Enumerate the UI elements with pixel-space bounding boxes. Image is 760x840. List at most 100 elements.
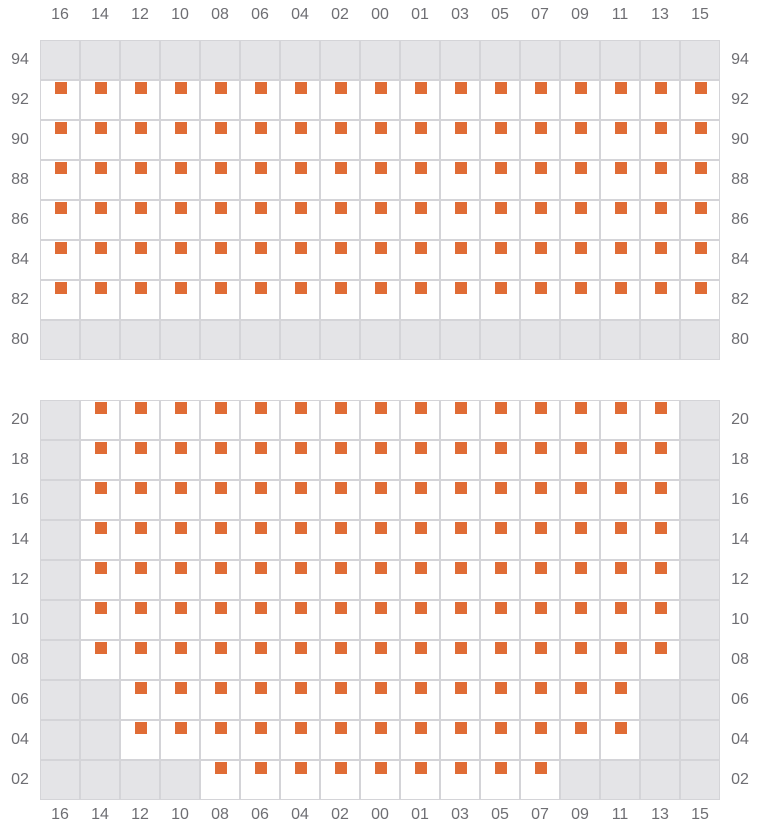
seat-88-08[interactable] <box>215 162 227 174</box>
seat-20-03[interactable] <box>455 402 467 414</box>
seat-14-05[interactable] <box>495 522 507 534</box>
seat-04-08[interactable] <box>215 722 227 734</box>
seat-90-06[interactable] <box>255 122 267 134</box>
seat-04-01[interactable] <box>415 722 427 734</box>
seat-04-04[interactable] <box>295 722 307 734</box>
seat-14-01[interactable] <box>415 522 427 534</box>
seat-82-09[interactable] <box>575 282 587 294</box>
seat-12-13[interactable] <box>655 562 667 574</box>
seat-92-12[interactable] <box>135 82 147 94</box>
seat-10-07[interactable] <box>535 602 547 614</box>
seat-84-01[interactable] <box>415 242 427 254</box>
seat-92-07[interactable] <box>535 82 547 94</box>
seat-88-10[interactable] <box>175 162 187 174</box>
seat-06-03[interactable] <box>455 682 467 694</box>
seat-82-02[interactable] <box>335 282 347 294</box>
seat-02-07[interactable] <box>535 762 547 774</box>
seat-04-03[interactable] <box>455 722 467 734</box>
seat-86-13[interactable] <box>655 202 667 214</box>
seat-06-01[interactable] <box>415 682 427 694</box>
seat-12-07[interactable] <box>535 562 547 574</box>
seat-90-04[interactable] <box>295 122 307 134</box>
seat-14-10[interactable] <box>175 522 187 534</box>
seat-82-11[interactable] <box>615 282 627 294</box>
seat-82-08[interactable] <box>215 282 227 294</box>
seat-16-14[interactable] <box>95 482 107 494</box>
seat-90-00[interactable] <box>375 122 387 134</box>
seat-92-09[interactable] <box>575 82 587 94</box>
seat-12-11[interactable] <box>615 562 627 574</box>
seat-20-01[interactable] <box>415 402 427 414</box>
seat-02-02[interactable] <box>335 762 347 774</box>
seat-84-14[interactable] <box>95 242 107 254</box>
seat-16-11[interactable] <box>615 482 627 494</box>
seat-18-10[interactable] <box>175 442 187 454</box>
seat-08-04[interactable] <box>295 642 307 654</box>
seat-18-09[interactable] <box>575 442 587 454</box>
seat-08-08[interactable] <box>215 642 227 654</box>
seat-06-11[interactable] <box>615 682 627 694</box>
seat-18-02[interactable] <box>335 442 347 454</box>
seat-82-14[interactable] <box>95 282 107 294</box>
seat-88-04[interactable] <box>295 162 307 174</box>
seat-84-08[interactable] <box>215 242 227 254</box>
seat-88-07[interactable] <box>535 162 547 174</box>
seat-88-11[interactable] <box>615 162 627 174</box>
seat-14-11[interactable] <box>615 522 627 534</box>
seat-16-07[interactable] <box>535 482 547 494</box>
seat-16-06[interactable] <box>255 482 267 494</box>
seat-92-02[interactable] <box>335 82 347 94</box>
seat-06-09[interactable] <box>575 682 587 694</box>
seat-10-03[interactable] <box>455 602 467 614</box>
seat-20-04[interactable] <box>295 402 307 414</box>
seat-10-13[interactable] <box>655 602 667 614</box>
seat-06-06[interactable] <box>255 682 267 694</box>
seat-10-02[interactable] <box>335 602 347 614</box>
seat-08-13[interactable] <box>655 642 667 654</box>
seat-92-15[interactable] <box>695 82 707 94</box>
seat-12-05[interactable] <box>495 562 507 574</box>
seat-12-04[interactable] <box>295 562 307 574</box>
seat-04-07[interactable] <box>535 722 547 734</box>
seat-88-15[interactable] <box>695 162 707 174</box>
seat-18-05[interactable] <box>495 442 507 454</box>
seat-20-10[interactable] <box>175 402 187 414</box>
seat-82-04[interactable] <box>295 282 307 294</box>
seat-86-10[interactable] <box>175 202 187 214</box>
seat-14-06[interactable] <box>255 522 267 534</box>
seat-84-04[interactable] <box>295 242 307 254</box>
seat-20-12[interactable] <box>135 402 147 414</box>
seat-92-01[interactable] <box>415 82 427 94</box>
seat-86-02[interactable] <box>335 202 347 214</box>
seat-20-11[interactable] <box>615 402 627 414</box>
seat-18-03[interactable] <box>455 442 467 454</box>
seat-18-14[interactable] <box>95 442 107 454</box>
seat-82-07[interactable] <box>535 282 547 294</box>
seat-82-05[interactable] <box>495 282 507 294</box>
seat-10-09[interactable] <box>575 602 587 614</box>
seat-12-06[interactable] <box>255 562 267 574</box>
seat-92-00[interactable] <box>375 82 387 94</box>
seat-12-12[interactable] <box>135 562 147 574</box>
seat-16-13[interactable] <box>655 482 667 494</box>
seat-08-12[interactable] <box>135 642 147 654</box>
seat-86-09[interactable] <box>575 202 587 214</box>
seat-88-03[interactable] <box>455 162 467 174</box>
seat-84-02[interactable] <box>335 242 347 254</box>
seat-12-10[interactable] <box>175 562 187 574</box>
seat-82-00[interactable] <box>375 282 387 294</box>
seat-08-05[interactable] <box>495 642 507 654</box>
seat-20-09[interactable] <box>575 402 587 414</box>
seat-16-03[interactable] <box>455 482 467 494</box>
seat-14-04[interactable] <box>295 522 307 534</box>
seat-82-06[interactable] <box>255 282 267 294</box>
seat-18-12[interactable] <box>135 442 147 454</box>
seat-84-15[interactable] <box>695 242 707 254</box>
seat-16-12[interactable] <box>135 482 147 494</box>
seat-04-06[interactable] <box>255 722 267 734</box>
seat-02-03[interactable] <box>455 762 467 774</box>
seat-14-13[interactable] <box>655 522 667 534</box>
seat-10-10[interactable] <box>175 602 187 614</box>
seat-88-13[interactable] <box>655 162 667 174</box>
seat-06-02[interactable] <box>335 682 347 694</box>
